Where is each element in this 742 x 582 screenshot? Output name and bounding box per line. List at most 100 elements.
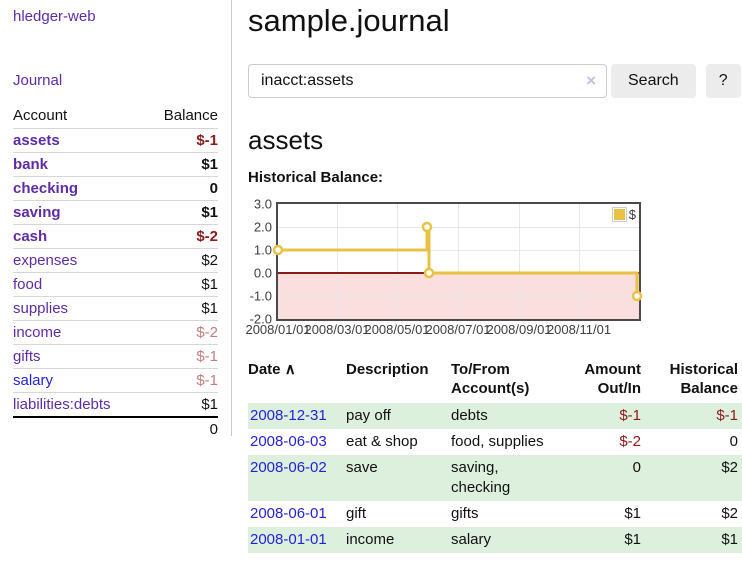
account-link-assets[interactable]: assets bbox=[13, 132, 60, 149]
account-link-saving[interactable]: saving bbox=[13, 204, 61, 221]
account-link-checking[interactable]: checking bbox=[13, 180, 79, 197]
page: hledger-web Journal Account Balance asse… bbox=[0, 0, 742, 553]
date-header-label: Date bbox=[248, 361, 281, 378]
transaction-balance: $1 bbox=[721, 531, 738, 548]
account-balance: 0 bbox=[209, 180, 218, 197]
clear-search-icon[interactable]: × bbox=[586, 71, 596, 90]
page-title: sample.journal bbox=[248, 3, 450, 38]
transaction-date-link[interactable]: 2008-06-02 bbox=[250, 459, 327, 476]
y-tick: 0.0 bbox=[253, 265, 272, 281]
register-row: 2008-06-02 save saving, checking 0 $2 bbox=[248, 455, 742, 501]
account-row-bank: bank $1 bbox=[13, 152, 218, 177]
data-point bbox=[631, 290, 643, 302]
main-content: sample.journal × Search ? assets Histori… bbox=[232, 0, 742, 553]
transaction-accounts: saving, checking bbox=[451, 459, 511, 496]
transaction-accounts: debts bbox=[451, 407, 488, 424]
transaction-amount: $-1 bbox=[619, 407, 641, 424]
transaction-amount: 0 bbox=[632, 459, 641, 476]
register-table: Date ∧ Description To/From Account(s) Am… bbox=[248, 358, 742, 553]
section-title: assets bbox=[248, 125, 324, 155]
account-balance: $2 bbox=[201, 252, 218, 269]
register-row: 2008-06-03 eat & shop food, supplies $-2… bbox=[248, 429, 742, 455]
account-balance: $1 bbox=[201, 204, 218, 221]
transaction-balance: $2 bbox=[721, 505, 738, 522]
register-header-description: Description bbox=[346, 361, 429, 378]
account-link-gifts[interactable]: gifts bbox=[13, 348, 41, 365]
transaction-balance: 0 bbox=[729, 433, 738, 450]
chart-title: Historical Balance: bbox=[248, 169, 384, 186]
register-row: 2008-12-31 pay off debts $-1 $-1 bbox=[248, 403, 742, 429]
register-header-row: Date ∧ Description To/From Account(s) Am… bbox=[248, 358, 742, 403]
account-row-gifts: gifts $-1 bbox=[13, 344, 218, 369]
account-link-income[interactable]: income bbox=[13, 324, 62, 341]
register-header-date[interactable]: Date ∧ bbox=[248, 358, 346, 403]
transaction-description: pay off bbox=[346, 407, 391, 424]
help-button[interactable]: ? bbox=[705, 64, 741, 98]
y-tick: -2.0 bbox=[249, 311, 272, 327]
transaction-accounts: gifts bbox=[451, 505, 479, 522]
account-balance: $1 bbox=[201, 396, 218, 413]
account-balance: $-1 bbox=[196, 132, 218, 149]
transaction-date-link[interactable]: 2008-01-01 bbox=[250, 531, 327, 548]
account-link-bank[interactable]: bank bbox=[13, 156, 49, 173]
x-tick: 2008/07/01 bbox=[425, 322, 491, 337]
account-row-income: income $-2 bbox=[13, 320, 218, 345]
transaction-balance: $2 bbox=[721, 459, 738, 476]
account-link-supplies[interactable]: supplies bbox=[13, 300, 69, 317]
register-header-amount: Amount Out/In bbox=[584, 361, 641, 397]
account-balance: $-1 bbox=[196, 372, 218, 389]
x-tick: 2008/09/01 bbox=[486, 322, 552, 337]
account-link-liabilities-debts[interactable]: liabilities:debts bbox=[13, 396, 111, 413]
x-tick: 2008/05/01 bbox=[364, 322, 430, 337]
accounts-header-account: Account bbox=[13, 107, 68, 124]
transaction-description: save bbox=[346, 459, 378, 476]
account-balance: $-2 bbox=[196, 228, 218, 245]
transaction-amount: $-2 bbox=[619, 433, 641, 450]
transaction-balance: $-1 bbox=[716, 407, 738, 424]
y-tick: 3.0 bbox=[253, 196, 272, 212]
search-bar: × Search ? bbox=[248, 64, 742, 98]
account-link-food[interactable]: food bbox=[13, 276, 43, 293]
transaction-amount: $1 bbox=[624, 531, 641, 548]
account-balance: $-2 bbox=[196, 324, 218, 341]
account-balance: $1 bbox=[201, 156, 218, 173]
search-button[interactable]: Search bbox=[611, 64, 696, 98]
sort-ascending-icon: ∧ bbox=[284, 361, 296, 378]
accounts-header-balance: Balance bbox=[163, 107, 218, 124]
transaction-date-link[interactable]: 2008-06-03 bbox=[250, 433, 327, 450]
account-balance: $1 bbox=[201, 276, 218, 293]
account-row-food: food $1 bbox=[13, 272, 218, 297]
search-input[interactable] bbox=[248, 64, 607, 98]
data-point bbox=[421, 221, 433, 233]
accounts-total-row: 0 bbox=[13, 416, 218, 441]
sidebar-item-journal[interactable]: Journal bbox=[13, 72, 63, 89]
account-row-liabilities-debts: liabilities:debts $1 bbox=[13, 392, 218, 417]
account-balance: $1 bbox=[201, 300, 218, 317]
data-point bbox=[272, 244, 284, 256]
register-header-balance: Historical Balance bbox=[669, 361, 738, 397]
balance-line-series bbox=[272, 221, 643, 302]
transaction-amount: $1 bbox=[624, 505, 641, 522]
account-row-supplies: supplies $1 bbox=[13, 296, 218, 321]
accounts-total-value: 0 bbox=[209, 421, 218, 438]
register-row: 2008-01-01 income salary $1 $1 bbox=[248, 527, 742, 553]
transaction-accounts: salary bbox=[451, 531, 492, 548]
transaction-accounts: food, supplies bbox=[451, 433, 544, 450]
chart-plot-area: $ bbox=[272, 202, 643, 321]
transaction-description: income bbox=[346, 531, 395, 548]
account-row-saving: saving $1 bbox=[13, 200, 218, 225]
legend-swatch-icon bbox=[611, 207, 627, 222]
account-link-salary[interactable]: salary bbox=[13, 372, 54, 389]
transaction-date-link[interactable]: 2008-06-01 bbox=[250, 505, 327, 522]
account-link-expenses[interactable]: expenses bbox=[13, 252, 78, 269]
app-title-link[interactable]: hledger-web bbox=[13, 8, 96, 25]
account-balance: $-1 bbox=[196, 348, 218, 365]
account-row-cash: cash $-2 bbox=[13, 224, 218, 249]
transaction-date-link[interactable]: 2008-12-31 bbox=[250, 407, 327, 424]
register-header-tofrom: To/From Account(s) bbox=[451, 361, 530, 397]
y-tick: 1.0 bbox=[253, 242, 272, 258]
account-row-assets: assets $-1 bbox=[13, 128, 218, 153]
account-link-cash[interactable]: cash bbox=[13, 228, 48, 245]
data-point bbox=[423, 267, 435, 279]
sidebar: hledger-web Journal Account Balance asse… bbox=[0, 0, 232, 441]
